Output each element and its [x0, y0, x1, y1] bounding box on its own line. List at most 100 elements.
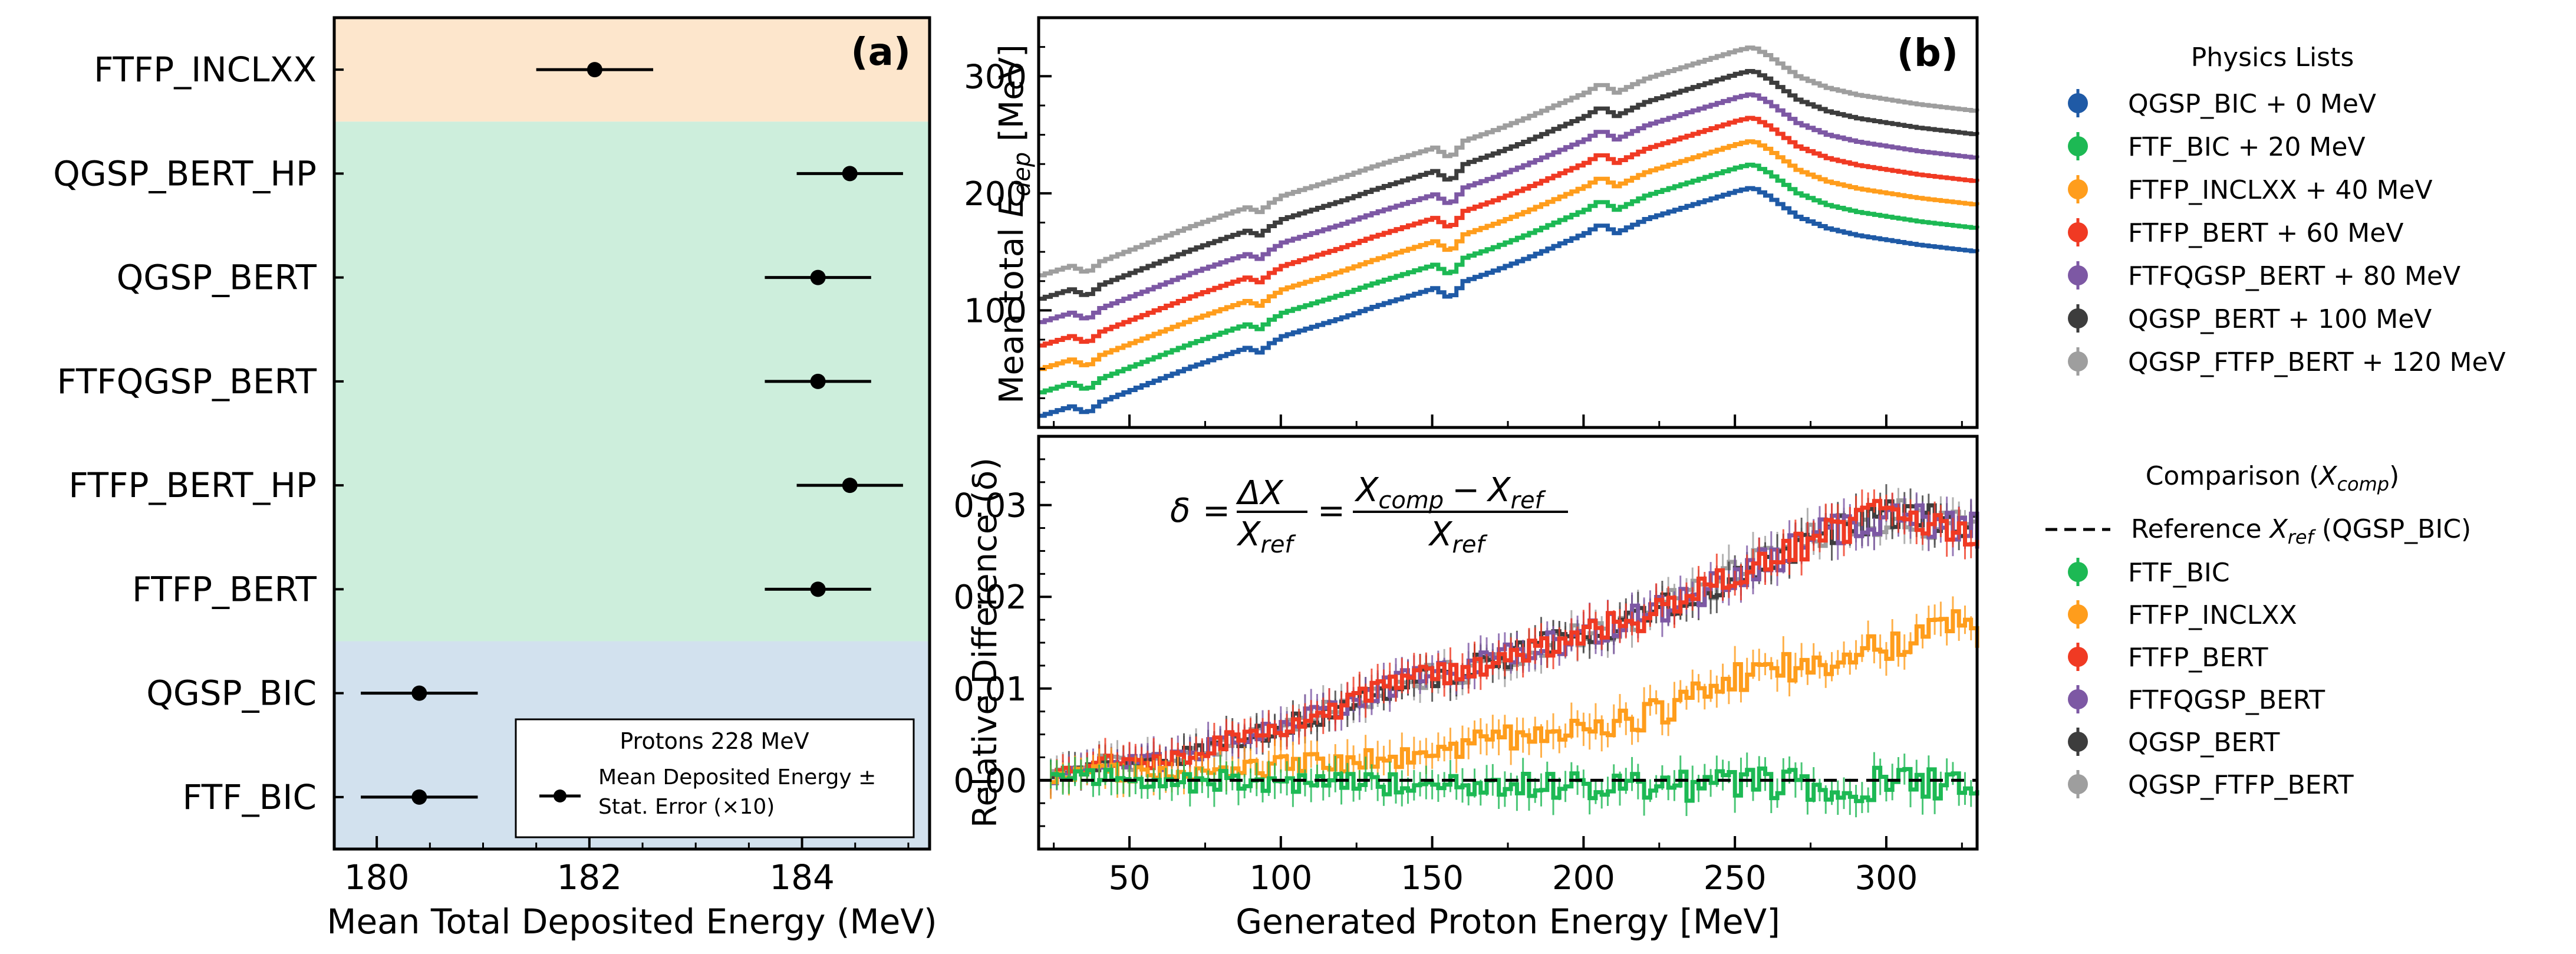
legend-label: QGSP_BERT — [2128, 728, 2280, 758]
comparison-legend: Comparison (Xcomp) Reference Xref (QGSP_… — [2045, 461, 2471, 800]
panel-a-xlabel: Mean Total Deposited Energy (MeV) — [327, 902, 937, 942]
c-ytick-label-0.01: 0.01 — [953, 670, 1027, 709]
c-xtick-label-250: 250 — [1704, 859, 1767, 897]
xtick-label-180: 180 — [344, 857, 410, 897]
panel-a-legend-title: Protons 228 MeV — [620, 728, 809, 754]
legend-label: FTFP_BERT — [2128, 643, 2268, 673]
panel-b-upper-frame — [1037, 16, 1979, 429]
c-xtick-label-50: 50 — [1108, 859, 1150, 897]
panel-a-legend-entry-line1: Mean Deposited Energy ± — [598, 765, 876, 789]
legend-label: QGSP_BERT + 100 MeV — [2128, 304, 2432, 334]
comparison-legend-item-FTF_BIC: FTF_BIC — [2068, 558, 2230, 588]
comparison-legend-reference-label: Reference Xref (QGSP_BIC) — [2131, 514, 2471, 548]
comparison-legend-title: Comparison (Xcomp) — [2146, 461, 2400, 495]
comparison-legend-item-FTFP_BERT: FTFP_BERT — [2068, 643, 2268, 673]
b-ytick-label-200: 200 — [964, 175, 1027, 213]
legend-marker — [2068, 562, 2088, 582]
panel-b-lower-ylabel: Relative Difference (δ) — [966, 458, 1004, 828]
delta-line-FTF_BIC — [1050, 765, 1979, 804]
formula-eq1: = — [1203, 492, 1230, 530]
panel-a-legend: Protons 228 MeV Mean Deposited Energy ± … — [515, 718, 915, 838]
panel-a-legend-entry-line2: Stat. Error (×10) — [598, 795, 775, 819]
c-ytick-label-0.03: 0.03 — [953, 487, 1027, 525]
legend-marker — [2068, 179, 2088, 199]
legend-marker — [2068, 222, 2088, 242]
delta-line-FTFP_BERT — [1050, 499, 1979, 777]
legend-marker — [2068, 351, 2088, 371]
legend-label: FTFQGSP_BERT — [2128, 685, 2325, 715]
panel-b-lower: 0.00 0.01 0.02 0.03 50 100 150 200 250 300 Gener… — [953, 435, 1979, 942]
formula-dx: ΔX — [1236, 474, 1284, 512]
ytick-label-FTFP_BERT_HP: FTFP_BERT_HP — [68, 465, 317, 505]
point-FTFP_BERT_HP — [842, 478, 858, 494]
legend-label: FTFP_BERT + 60 MeV — [2128, 218, 2403, 248]
legend-marker — [2068, 265, 2088, 285]
legend-label: FTF_BIC — [2128, 558, 2230, 588]
panel-a-label: (a) — [851, 31, 911, 74]
panel-a-legend-box — [515, 718, 915, 838]
formula-eq2: = — [1317, 492, 1345, 530]
legend-item-FTFP_BERT: FTFP_BERT + 60 MeV — [2068, 218, 2403, 248]
comparison-legend-item-QGSP_BERT: QGSP_BERT — [2068, 728, 2280, 758]
legend-item-QGSP_FTFP_BERT: QGSP_FTFP_BERT + 120 MeV — [2068, 347, 2506, 377]
point-FTFQGSP_BERT — [810, 373, 826, 389]
legend-item-FTFQGSP_BERT: FTFQGSP_BERT + 80 MeV — [2068, 261, 2460, 291]
delta-series-FTF_BIC — [1050, 752, 1979, 818]
ytick-label-FTFP_BERT: FTFP_BERT — [132, 569, 317, 609]
legend-item-FTF_BIC: FTF_BIC + 20 MeV — [2068, 132, 2366, 162]
legend-marker — [2068, 136, 2088, 156]
edep-line-QGSP_FTFP_BERT — [1039, 45, 1979, 278]
legend-label: QGSP_FTFP_BERT + 120 MeV — [2128, 347, 2506, 377]
point-QGSP_BIC — [411, 685, 427, 701]
legend-marker — [2068, 308, 2088, 328]
comparison-legend-item-QGSP_FTFP_BERT: QGSP_FTFP_BERT — [2068, 770, 2354, 800]
legend-item-FTFP_INCLXX: FTFP_INCLXX + 40 MeV — [2068, 175, 2433, 205]
edep-line-FTF_BIC — [1039, 162, 1979, 394]
panel-a-legend-marker — [554, 789, 566, 802]
legend-marker — [2068, 604, 2088, 624]
panel-a-frame — [332, 16, 931, 851]
legend-marker — [2068, 689, 2088, 709]
point-QGSP_BERT_HP — [842, 166, 858, 182]
comparison-legend-item-FTFQGSP_BERT: FTFQGSP_BERT — [2068, 685, 2325, 715]
point-QGSP_BERT — [810, 269, 826, 285]
formula-xref-den: Xref — [1236, 515, 1296, 558]
c-xtick-label-200: 200 — [1552, 859, 1615, 897]
point-FTFP_INCLXX — [587, 62, 602, 78]
legend-marker — [2068, 774, 2088, 794]
panel-b-xlabel: Generated Proton Energy [MeV] — [1236, 902, 1780, 942]
legend-marker — [2068, 732, 2088, 752]
legend-label: QGSP_BIC + 0 MeV — [2128, 89, 2376, 119]
ytick-label-QGSP_BERT_HP: QGSP_BERT_HP — [53, 153, 317, 193]
xtick-label-184: 184 — [769, 857, 835, 897]
b-ytick-label-100: 100 — [964, 292, 1027, 330]
point-FTF_BIC — [411, 789, 427, 805]
panel-b-label: (b) — [1897, 32, 1958, 75]
legend-label: FTFP_INCLXX — [2128, 600, 2297, 630]
b-ytick-label-300: 300 — [964, 58, 1027, 96]
formula-xref-den2: Xref — [1428, 515, 1488, 558]
ytick-label-FTFP_INCLXX: FTFP_INCLXX — [94, 50, 317, 90]
panel-a: (a) FTFP_INCLXX QGSP_BERT_HP QGSP_BERT FTFQ… — [53, 16, 937, 942]
legend-label: FTFP_INCLXX + 40 MeV — [2128, 175, 2433, 205]
c-xtick-label-100: 100 — [1249, 859, 1312, 897]
c-xtick-label-150: 150 — [1401, 859, 1464, 897]
ytick-label-QGSP_BERT: QGSP_BERT — [117, 258, 317, 298]
panel-b-ylabel: Mean total Edep [MeV] — [993, 44, 1036, 404]
legend-label: QGSP_FTFP_BERT — [2128, 770, 2354, 800]
edep-line-FTFQGSP_BERT — [1039, 92, 1979, 324]
edep-line-FTFP_INCLXX — [1039, 139, 1979, 371]
delta-formula: δ = ΔX Xref = Xcomp − Xref Xref — [1170, 471, 1568, 558]
legend-label: FTFQGSP_BERT + 80 MeV — [2128, 261, 2460, 291]
c-ytick-label-0.02: 0.02 — [953, 578, 1027, 617]
legend-item-QGSP_BIC: QGSP_BIC + 0 MeV — [2068, 89, 2376, 119]
point-FTFP_BERT — [810, 581, 826, 597]
legend-label: FTF_BIC + 20 MeV — [2128, 132, 2366, 162]
c-xtick-label-300: 300 — [1854, 859, 1918, 897]
ytick-label-QGSP_BIC: QGSP_BIC — [146, 673, 317, 713]
ytick-label-FTF_BIC: FTF_BIC — [182, 777, 317, 817]
panel-b-upper: (b) 100 200 300 Mean total Edep [MeV] — [964, 16, 1979, 429]
formula-delta: δ — [1170, 492, 1190, 530]
c-ytick-label-0.00: 0.00 — [953, 762, 1027, 800]
